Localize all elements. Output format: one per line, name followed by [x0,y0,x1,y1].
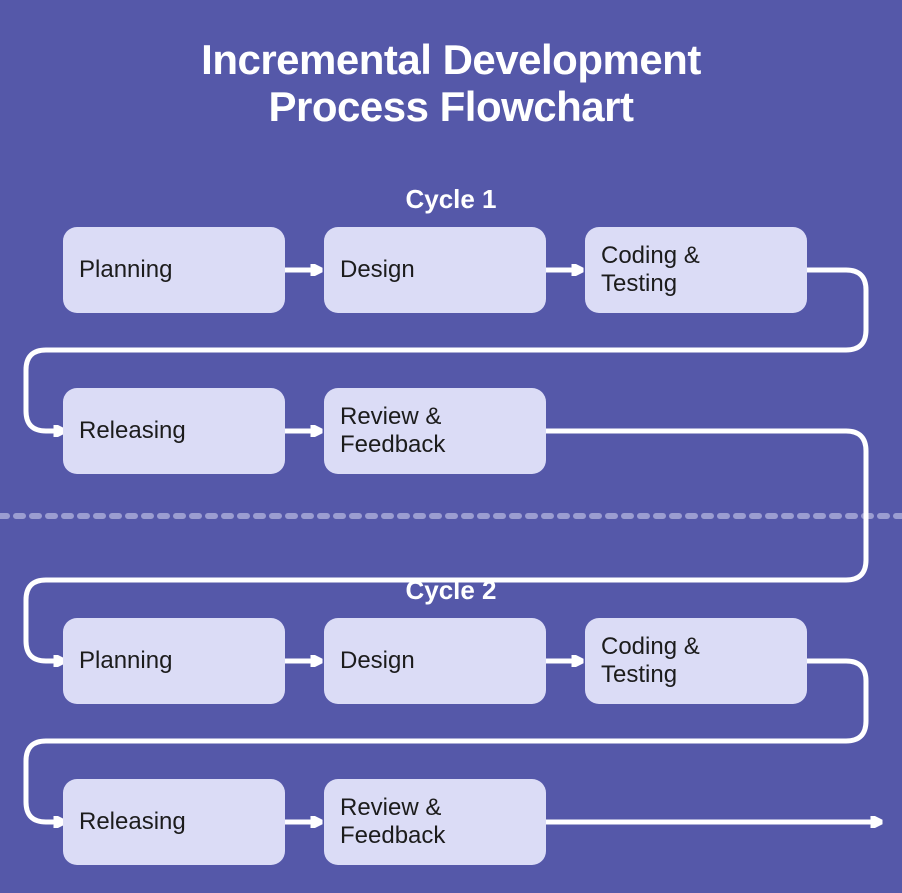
cycle2-label-text: Cycle 2 [405,575,496,605]
cycle1-label: Cycle 1 [0,184,902,215]
node-c2-design: Design [324,618,546,704]
node-c1-coding: Coding & Testing [585,227,807,313]
title-line1: Incremental Development [201,36,701,83]
node-c2-releasing: Releasing [63,779,285,865]
flowchart-canvas: Incremental Development Process Flowchar… [0,0,902,893]
cycle2-label: Cycle 2 [0,575,902,606]
title-line2: Process Flowchart [269,83,634,130]
cycle1-label-text: Cycle 1 [405,184,496,214]
node-c2-coding: Coding & Testing [585,618,807,704]
node-c2-planning: Planning [63,618,285,704]
page-title: Incremental Development Process Flowchar… [0,36,902,130]
node-c2-review: Review & Feedback [324,779,546,865]
node-c1-planning: Planning [63,227,285,313]
node-c1-review: Review & Feedback [324,388,546,474]
node-c1-releasing: Releasing [63,388,285,474]
node-c1-design: Design [324,227,546,313]
